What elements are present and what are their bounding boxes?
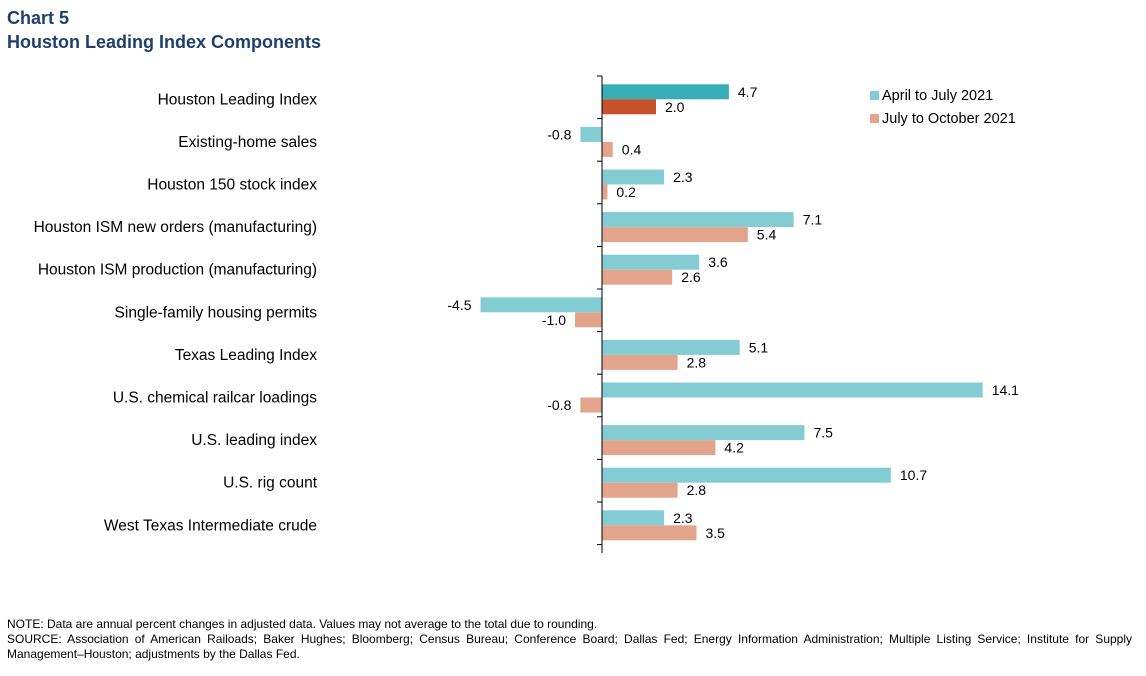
value-label-west-texas-intermediate-crude-series1: 2.3 (673, 510, 693, 526)
value-label-houston-ism-new-orders-manufacturing-series1: 7.1 (803, 212, 823, 228)
value-label-houston-150-stock-index-series2: 0.2 (616, 184, 636, 200)
value-label-texas-leading-index-series1: 5.1 (749, 339, 769, 355)
title-block: Chart 5 Houston Leading Index Components (7, 6, 321, 54)
bar-houston-ism-new-orders-manufacturing-series1 (602, 212, 794, 228)
category-label-houston-ism-new-orders-manufacturing: Houston ISM new orders (manufacturing) (34, 219, 317, 236)
value-label-single-family-housing-permits-series2: -1.0 (542, 312, 566, 328)
bar-houston-150-stock-index-series1 (602, 169, 665, 185)
value-label-u-s-chemical-railcar-loadings-series2: -0.8 (547, 397, 571, 413)
legend-swatch-series2 (870, 114, 879, 123)
chart-title: Houston Leading Index Components (7, 32, 321, 52)
category-label-u-s-leading-index: U.S. leading index (191, 432, 317, 449)
legend-label-series1: April to July 2021 (882, 88, 993, 104)
category-label-west-texas-intermediate-crude: West Texas Intermediate crude (104, 517, 317, 534)
value-label-houston-leading-index-series2: 2.0 (665, 99, 685, 115)
note-text: NOTE: Data are annual percent changes in… (7, 617, 598, 631)
notes-block: NOTE: Data are annual percent changes in… (7, 617, 1132, 662)
bar-houston-leading-index-series2 (602, 99, 656, 115)
bar-single-family-housing-permits-series1 (480, 297, 602, 313)
bar-houston-ism-production-manufacturing-series2 (602, 269, 673, 285)
bar-u-s-rig-count-series1 (602, 467, 891, 483)
value-label-texas-leading-index-series2: 2.8 (687, 354, 707, 370)
bar-west-texas-intermediate-crude-series2 (602, 525, 697, 541)
bar-u-s-chemical-railcar-loadings-series1 (602, 382, 983, 398)
value-label-houston-ism-production-manufacturing-series2: 2.6 (681, 269, 701, 285)
bar-west-texas-intermediate-crude-series1 (602, 510, 665, 526)
value-label-houston-leading-index-series1: 4.7 (738, 84, 758, 100)
bar-u-s-leading-index-series1 (602, 425, 805, 441)
legend-label-series2: July to October 2021 (882, 111, 1016, 127)
bar-texas-leading-index-series2 (602, 354, 678, 370)
bar-existing-home-sales-series2 (602, 141, 613, 157)
bar-houston-150-stock-index-series2 (602, 184, 608, 200)
category-label-u-s-rig-count: U.S. rig count (223, 475, 318, 492)
value-label-existing-home-sales-series2: 0.4 (622, 141, 642, 157)
value-label-houston-ism-new-orders-manufacturing-series2: 5.4 (757, 227, 777, 243)
bar-houston-ism-new-orders-manufacturing-series2 (602, 227, 748, 243)
value-label-west-texas-intermediate-crude-series2: 3.5 (706, 525, 726, 541)
bar-u-s-chemical-railcar-loadings-series2 (580, 397, 602, 413)
value-label-existing-home-sales-series1: -0.8 (547, 126, 571, 142)
category-label-houston-leading-index: Houston Leading Index (158, 91, 318, 108)
category-label-texas-leading-index: Texas Leading Index (175, 347, 317, 364)
bar-u-s-leading-index-series2 (602, 440, 716, 456)
value-label-houston-150-stock-index-series1: 2.3 (673, 169, 693, 185)
value-label-u-s-chemical-railcar-loadings-series1: 14.1 (992, 382, 1019, 398)
legend-swatch-series1 (870, 91, 879, 100)
value-label-u-s-rig-count-series1: 10.7 (900, 467, 927, 483)
category-label-existing-home-sales: Existing-home sales (178, 134, 317, 151)
bar-u-s-rig-count-series2 (602, 482, 678, 498)
bar-houston-ism-production-manufacturing-series1 (602, 254, 700, 270)
category-label-houston-ism-production-manufacturing: Houston ISM production (manufacturing) (38, 262, 317, 279)
category-label-u-s-chemical-railcar-loadings: U.S. chemical railcar loadings (113, 390, 317, 407)
bar-houston-leading-index-series1 (602, 84, 729, 100)
value-label-u-s-leading-index-series2: 4.2 (724, 440, 744, 456)
chart-label: Chart 5 (7, 8, 70, 28)
bar-single-family-housing-permits-series2 (575, 312, 602, 328)
category-label-single-family-housing-permits: Single-family housing permits (115, 304, 318, 321)
source-text: SOURCE: Association of American Railoads… (7, 632, 1132, 661)
value-label-u-s-rig-count-series2: 2.8 (687, 482, 707, 498)
category-label-houston-150-stock-index: Houston 150 stock index (147, 177, 317, 194)
bar-existing-home-sales-series1 (580, 126, 602, 142)
bar-texas-leading-index-series1 (602, 339, 740, 355)
value-label-single-family-housing-permits-series1: -4.5 (447, 297, 471, 313)
value-label-houston-ism-production-manufacturing-series1: 3.6 (708, 254, 728, 270)
value-label-u-s-leading-index-series1: 7.5 (814, 425, 834, 441)
